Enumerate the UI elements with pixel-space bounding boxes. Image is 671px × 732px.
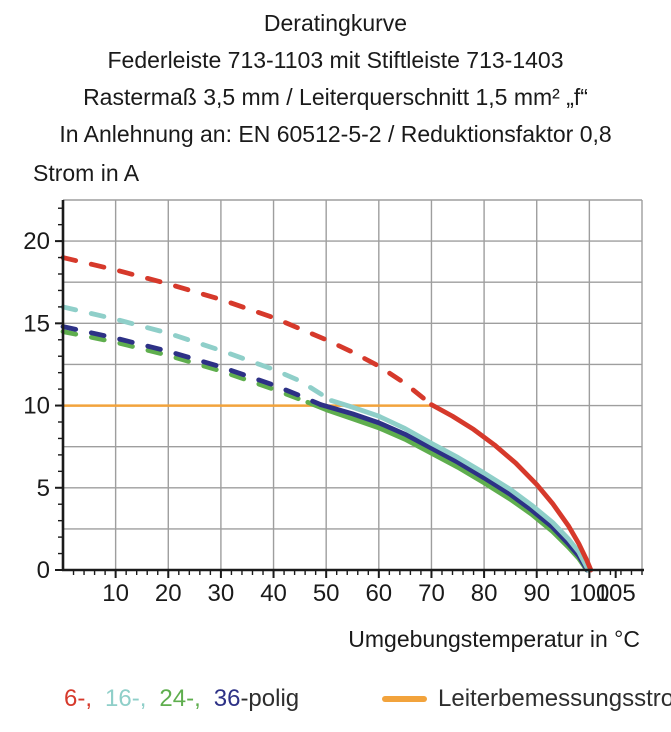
legend-series: 6-, 16-, 24-, 36-polig [64, 685, 299, 713]
y-tick-label: 0 [37, 557, 50, 584]
legend-item: 16-, [105, 685, 147, 712]
legend-item: 24-, [159, 685, 201, 712]
y-tick-label: 20 [23, 228, 50, 255]
reference-line-swatch [382, 696, 427, 702]
legend-suffix: -polig [240, 685, 300, 712]
series-36-polig-dashed [60, 324, 324, 408]
legend-item: 6-, [64, 685, 93, 712]
title-line-2: Federleiste 713-1103 mit Stiftleiste 713… [107, 47, 564, 73]
x-tick-label: 30 [208, 580, 235, 607]
x-tick-label: 20 [155, 580, 182, 607]
x-tick-label: 40 [260, 580, 287, 607]
x-tick-label: 50 [313, 580, 340, 607]
x-tick-label: 105 [596, 580, 636, 607]
series-24-polig-dashed [60, 329, 311, 405]
title-line-3: Rastermaß 3,5 mm / Leiterquerschnitt 1,5… [83, 84, 588, 110]
x-axis-title: Umgebungstemperatur in °C [348, 626, 640, 652]
x-tick-label: 100 [569, 580, 609, 607]
series-16-polig-dashed [60, 304, 334, 404]
title-line-4: In Anlehnung an: EN 60512-5-2 / Reduktio… [59, 121, 612, 147]
y-tick-label: 15 [23, 310, 50, 337]
series-6-polig-dashed [60, 255, 434, 408]
x-tick-label: 70 [418, 580, 445, 607]
chart-title-block: Deratingkurve Federleiste 713-1103 mit S… [0, 5, 671, 153]
x-tick-label: 60 [365, 580, 392, 607]
y-axis-title: Strom in A [33, 160, 140, 186]
series-6-polig-solid [429, 402, 594, 573]
reference-label: Leiterbemessungsstrom [438, 685, 671, 712]
legend-item: 36-polig [213, 685, 300, 712]
series-24-polig-solid [305, 399, 590, 573]
y-tick-label: 10 [23, 393, 50, 420]
y-tick-label: 5 [37, 475, 50, 502]
series-16-polig-solid [328, 398, 591, 573]
legend-reference: Leiterbemessungsstrom [382, 685, 671, 713]
x-tick-label: 90 [523, 580, 550, 607]
title-line-1: Deratingkurve [263, 10, 408, 36]
x-tick-label: 80 [471, 580, 498, 607]
series-36-polig-solid [318, 402, 590, 573]
x-tick-label: 10 [102, 580, 129, 607]
